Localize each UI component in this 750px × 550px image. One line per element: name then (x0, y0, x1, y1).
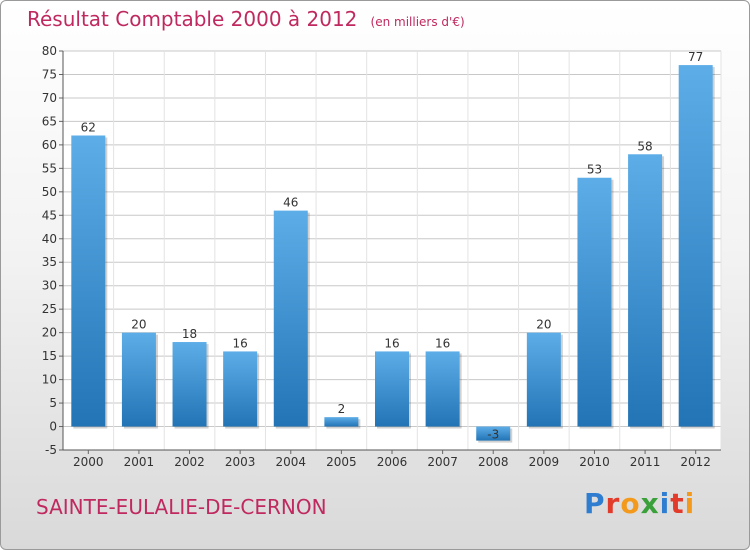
x-tick-label: 2012 (680, 455, 711, 469)
chart-title: Résultat Comptable 2000 à 2012 (en milli… (27, 7, 465, 31)
y-tick-label: 70 (42, 91, 57, 105)
bar (273, 210, 308, 427)
y-tick-label: 10 (42, 373, 57, 387)
x-tick-label: 2003 (225, 455, 256, 469)
bar (121, 332, 156, 427)
x-tick-label: 2010 (579, 455, 610, 469)
title-main: Résultat Comptable 2000 à 2012 (27, 7, 358, 31)
x-tick-label: 2002 (174, 455, 205, 469)
bar (678, 65, 713, 427)
logo-letter: i (684, 487, 696, 520)
logo-letter: x (640, 487, 660, 520)
y-tick-label: 55 (42, 161, 57, 175)
bar (476, 426, 511, 441)
data-label: 20 (131, 318, 146, 332)
bar (172, 342, 207, 427)
logo-letter: o (620, 487, 641, 520)
x-tick-label: 2009 (529, 455, 560, 469)
x-tick-label: 2004 (275, 455, 306, 469)
data-label: 16 (233, 336, 248, 350)
y-tick-label: 30 (42, 279, 57, 293)
bar (324, 417, 359, 427)
bar (628, 154, 663, 427)
data-label: 53 (587, 163, 602, 177)
data-label: 58 (637, 139, 652, 153)
y-tick-label: 35 (42, 255, 57, 269)
x-tick-label: 2005 (326, 455, 357, 469)
y-tick-label: 50 (42, 185, 57, 199)
bar (425, 351, 460, 427)
data-label: 16 (384, 336, 399, 350)
title-unit: (en milliers d'€) (370, 15, 465, 29)
data-label: 2 (338, 402, 346, 416)
x-tick-label: 2008 (478, 455, 509, 469)
bar (375, 351, 409, 427)
bar (223, 351, 258, 427)
y-tick-label: 75 (42, 67, 57, 81)
proxiti-logo: Proxiti (584, 487, 695, 520)
data-label: 16 (435, 336, 450, 350)
x-tick-label: 2007 (427, 455, 458, 469)
x-tick-label: 2001 (124, 455, 155, 469)
commune-name: SAINTE-EULALIE-DE-CERNON (36, 495, 327, 519)
y-tick-label: 40 (42, 232, 57, 246)
x-tick-label: 2011 (630, 455, 661, 469)
y-tick-label: 15 (42, 349, 57, 363)
x-tick-label: 2006 (377, 455, 408, 469)
y-tick-label: 45 (42, 208, 57, 222)
y-tick-label: 65 (42, 114, 57, 128)
y-tick-label: 5 (49, 396, 57, 410)
data-label: -3 (487, 428, 499, 442)
data-label: 20 (536, 318, 551, 332)
logo-letter: i (659, 487, 671, 520)
logo-letter: t (670, 487, 685, 520)
bar (526, 332, 561, 427)
x-tick-label: 2000 (73, 455, 104, 469)
y-tick-label: 80 (42, 44, 57, 58)
y-tick-label: 20 (42, 326, 57, 340)
y-tick-label: 0 (49, 420, 57, 434)
y-tick-label: 25 (42, 302, 57, 316)
data-label: 46 (283, 196, 298, 210)
data-label: 62 (81, 120, 96, 134)
logo-letter: r (605, 487, 621, 520)
bar (71, 135, 106, 427)
data-label: 77 (688, 50, 703, 64)
logo-letter: P (584, 487, 606, 520)
y-tick-label: 60 (42, 138, 57, 152)
data-label: 18 (182, 327, 197, 341)
bar (577, 177, 612, 427)
y-tick-label: -5 (45, 443, 57, 457)
